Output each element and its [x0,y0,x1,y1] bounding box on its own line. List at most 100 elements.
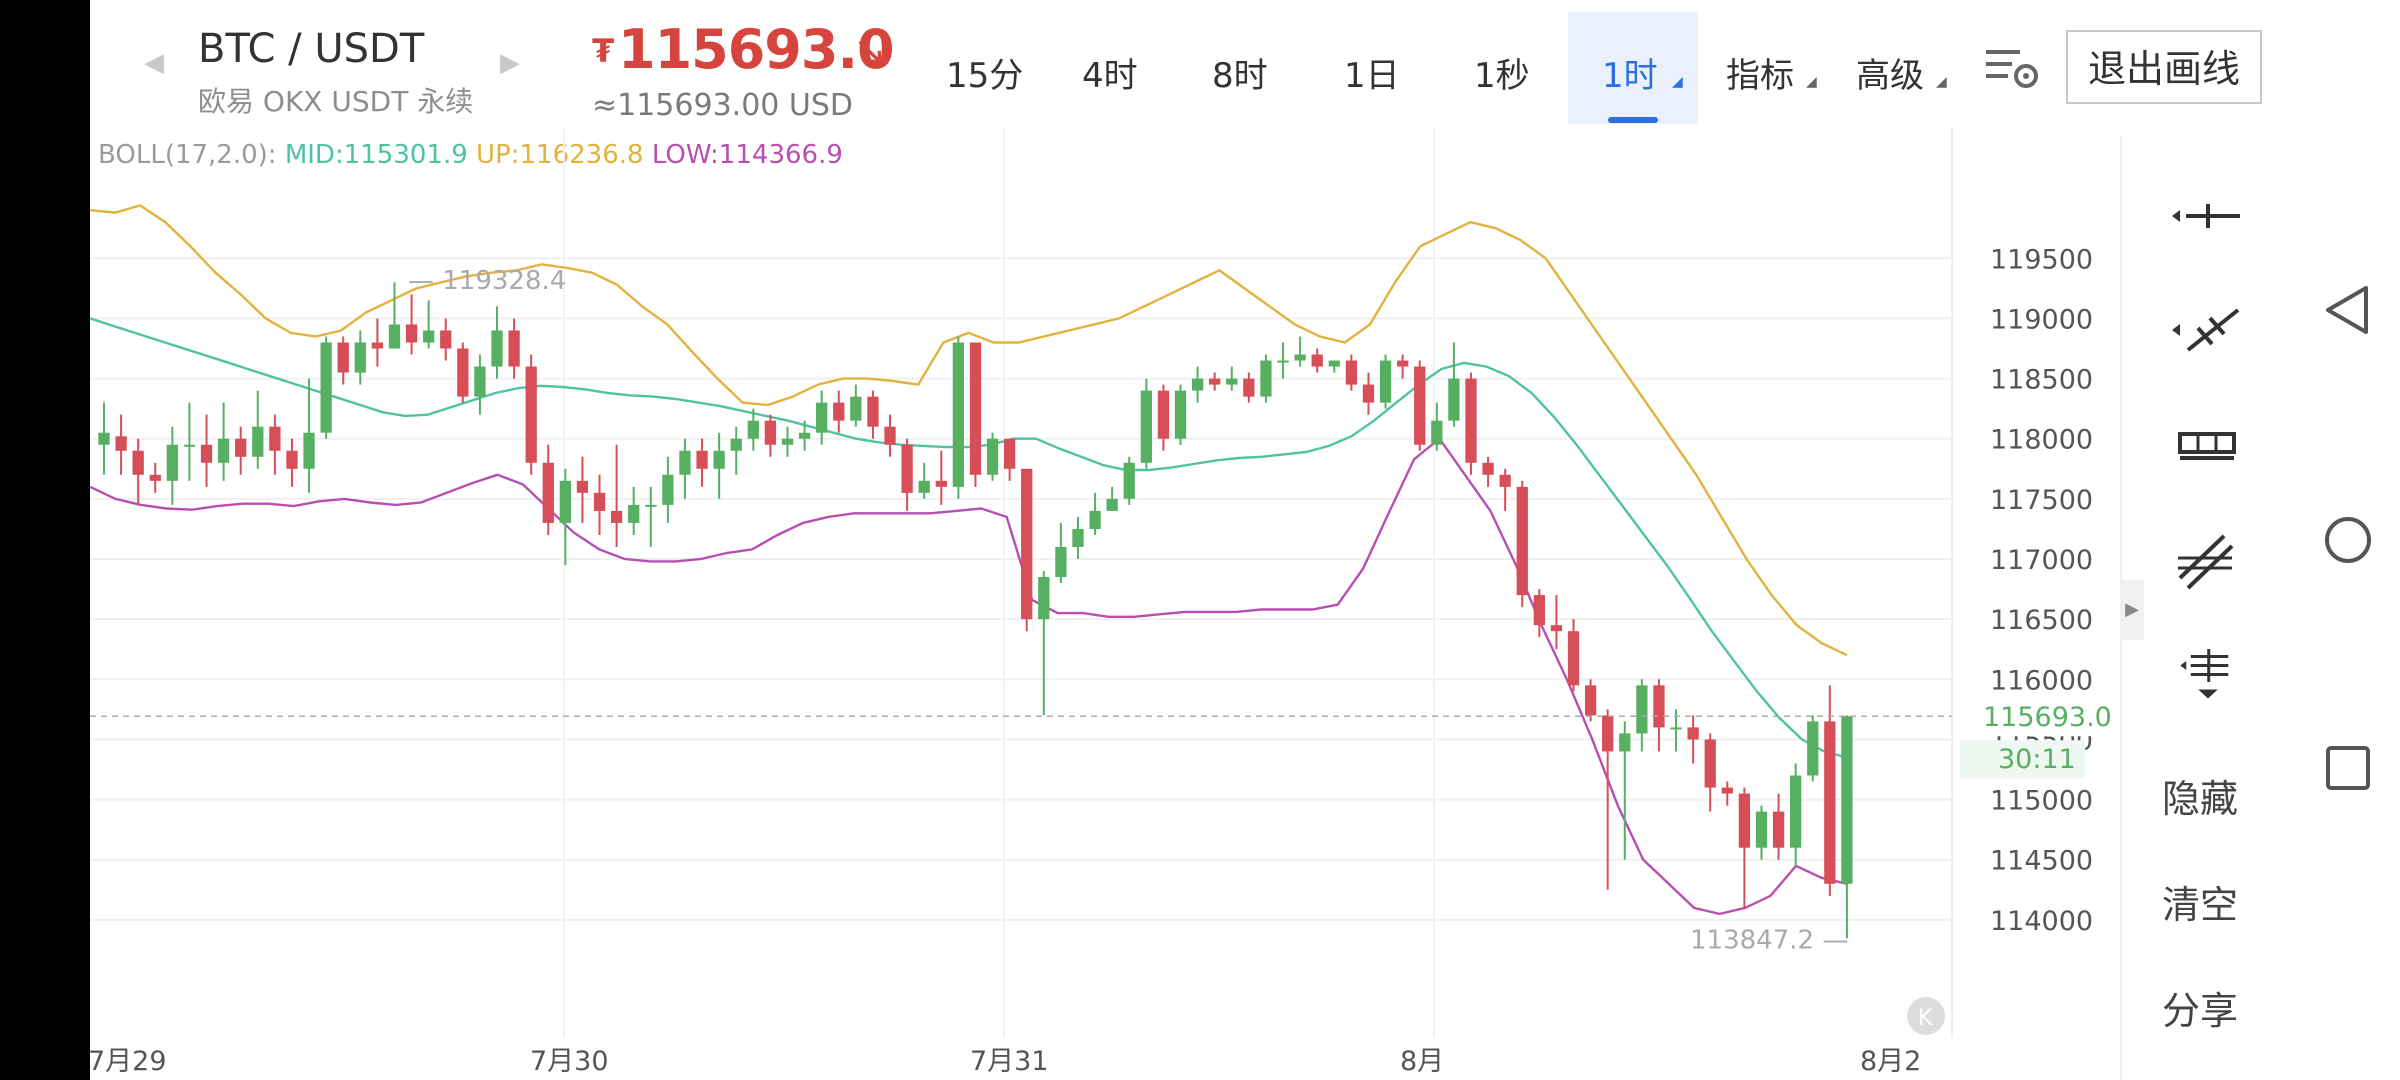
candle-countdown: 30:11 [1998,744,2076,775]
candle-body [1431,420,1443,445]
x-tick-label: 7月31 [970,1046,1049,1077]
y-tick-label: 116500 [1990,605,2093,636]
candle-body [320,342,332,433]
candle-body [867,396,879,427]
boll-mid-line [90,317,1848,759]
candle-body [1209,378,1221,385]
candle-body [901,444,913,493]
timeframe-1d[interactable]: 1日 [1344,56,1400,96]
candle-body [183,444,196,447]
candle-body [696,450,708,469]
exit-drawing-button[interactable]: 退出画线 [2066,30,2262,104]
candle-body [1226,378,1238,385]
candle-body [816,402,828,433]
tether-symbol-icon: ₮ [592,32,615,70]
next-pair-arrow-icon[interactable]: ▶ [500,48,520,78]
y-tick-label: 115000 [1990,786,2093,817]
candlestick-chart[interactable]: 119500 119000 118500 118000 117500 117000 1165… [90,128,2120,1080]
boll-legend: BOLL(17,2.0): MID:115301.9 UP:116236.8 L… [98,140,843,170]
back-icon[interactable] [2320,282,2376,338]
candle-body [628,504,640,523]
candle-body [969,342,982,475]
candle-body [1670,727,1682,730]
boll-up: UP:116236.8 [476,140,644,170]
price-usd: ≈115693.00 USD [592,88,854,123]
candle-body [1038,577,1050,620]
share-button[interactable]: 分享 [2162,989,2239,1033]
scroll-to-latest-glyph: K [1918,1006,1933,1031]
indicators-menu[interactable]: 指标 [1726,56,1794,96]
candle-body [1790,775,1802,848]
candle-body [679,450,691,475]
x-tick-label: 8月 [1400,1046,1444,1077]
candle-body [781,438,794,445]
candle-body [1379,360,1392,403]
candle-body [252,426,264,457]
current-price-tag: 115693.0 [1983,702,2112,733]
dropdown-corner-icon: ◢ [1936,74,1947,90]
advanced-menu[interactable]: 高级 [1856,56,1924,96]
candle-body [132,450,144,475]
candle-body [1772,811,1785,848]
candle-body [405,324,418,343]
candle-body [884,426,896,445]
candle-body [371,342,384,349]
y-tick-label: 118500 [1990,365,2093,396]
timeframe-4h[interactable]: 4时 [1082,56,1138,96]
candle-body [1721,787,1733,794]
low-marker: 113847.2 — [1690,925,1848,955]
collapse-toolbar-handle[interactable]: ▶ [2120,580,2144,640]
candle-body [423,330,435,343]
home-icon[interactable] [2320,512,2376,568]
price-down-arrow-icon: ↘ [853,28,887,74]
candle-body [508,330,520,367]
candle-body [1636,685,1648,734]
timeframe-8h[interactable]: 8时 [1212,56,1268,96]
candle-body [1243,378,1255,397]
timeframe-15m[interactable]: 15分 [946,56,1024,96]
high-marker: — 119328.4 [408,266,566,296]
exchange-subtitle: 欧易 OKX USDT 永续 [198,85,474,118]
candle-body [764,420,777,445]
hide-drawings-button[interactable]: 隐藏 [2162,777,2239,821]
candle-body [1294,354,1306,361]
candle-body [1533,595,1545,626]
trend-line-icon[interactable] [2160,300,2250,360]
candle-body [952,342,965,487]
candle-body [850,396,862,421]
candle-body [1106,498,1118,511]
x-tick-label: 7月30 [530,1046,609,1077]
y-tick-label: 119500 [1990,244,2093,275]
clear-drawings-button[interactable]: 清空 [2162,883,2239,927]
candle-body [1619,733,1631,752]
candle-body [833,402,845,421]
candle-body [115,436,127,451]
pair-title[interactable]: BTC / USDT [198,26,425,72]
candle-body [747,420,759,439]
chart-settings-icon[interactable] [1984,44,2040,94]
candle-body [1277,360,1289,363]
timeframe-1s[interactable]: 1秒 [1474,56,1530,96]
boll-mid: MID:115301.9 [284,140,468,170]
timeframe-1h[interactable]: 1时 [1602,56,1658,96]
price-range-icon[interactable] [2160,414,2250,474]
candle-body [474,366,486,397]
candle-body [1055,546,1067,578]
candle-body [525,366,537,463]
candle-body [798,432,811,439]
prev-pair-arrow-icon[interactable]: ◀ [144,48,164,78]
candle-body [986,438,999,475]
candle-body [1602,715,1614,752]
candle-body [713,450,725,469]
fibonacci-lines-icon[interactable] [2160,646,2250,706]
countdown-bg [1960,740,2085,779]
dropdown-corner-icon: ◢ [1806,74,1817,90]
horizontal-ray-icon[interactable] [2160,186,2250,246]
candle-body [1499,474,1511,487]
recents-icon[interactable] [2320,740,2376,796]
candle-body [1174,390,1187,439]
candle-body [1584,685,1597,716]
candle-body [149,474,161,481]
candle-body [1448,378,1460,421]
parallel-channel-icon[interactable] [2160,530,2250,590]
